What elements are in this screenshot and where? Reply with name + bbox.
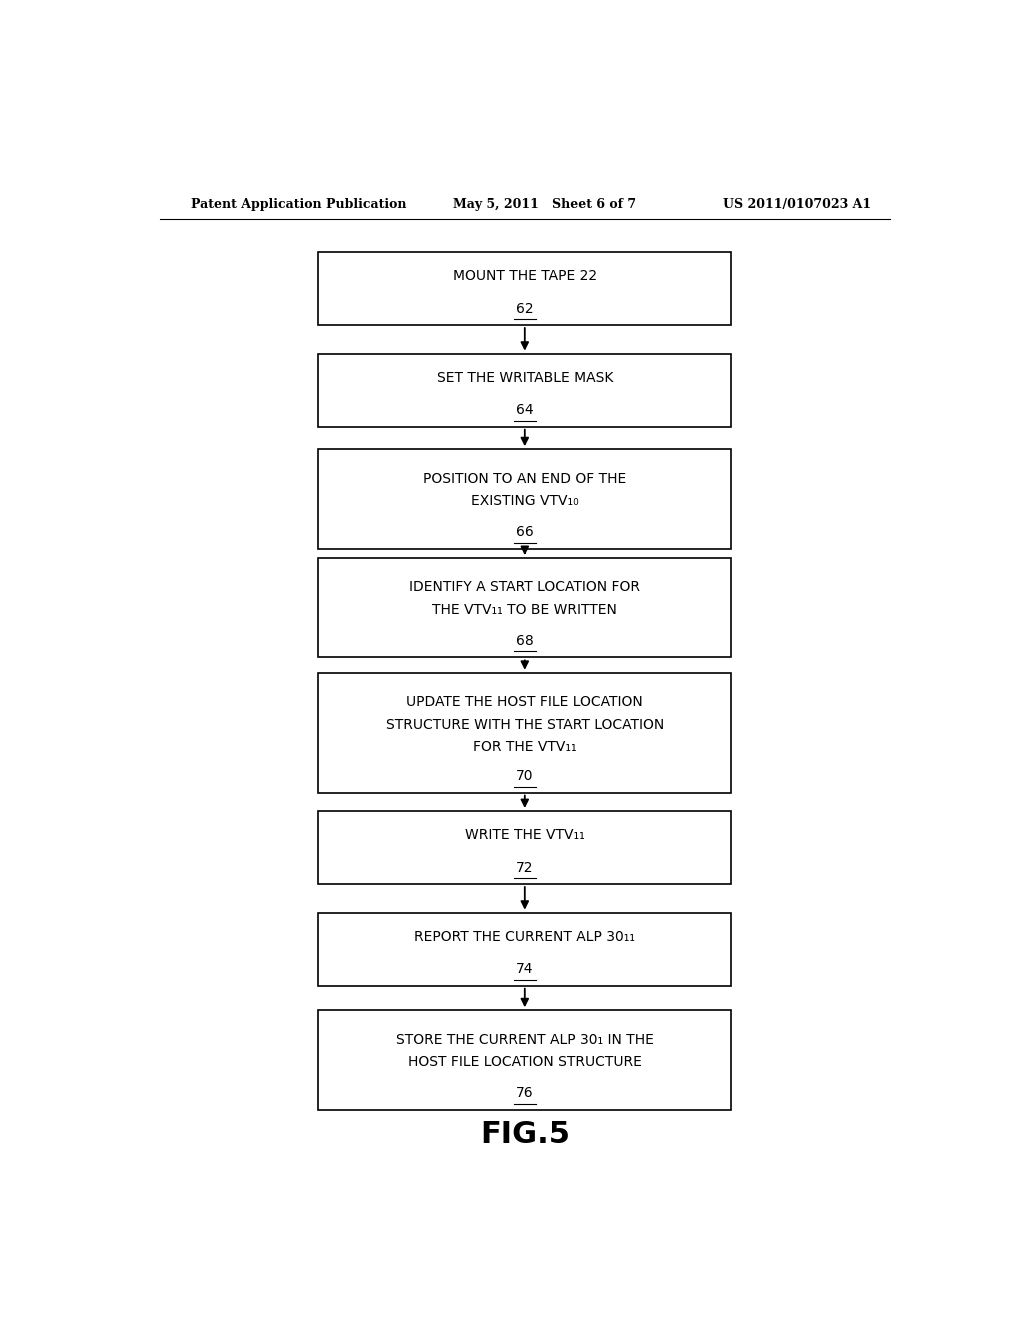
Text: May 5, 2011   Sheet 6 of 7: May 5, 2011 Sheet 6 of 7 — [454, 198, 637, 211]
FancyBboxPatch shape — [318, 673, 731, 792]
FancyBboxPatch shape — [318, 912, 731, 986]
Text: WRITE THE VTV₁₁: WRITE THE VTV₁₁ — [465, 829, 585, 842]
Text: EXISTING VTV₁₀: EXISTING VTV₁₀ — [471, 494, 579, 508]
Text: 74: 74 — [516, 962, 534, 977]
Text: 64: 64 — [516, 404, 534, 417]
Text: Patent Application Publication: Patent Application Publication — [191, 198, 407, 211]
Text: MOUNT THE TAPE 22: MOUNT THE TAPE 22 — [453, 269, 597, 284]
Text: STRUCTURE WITH THE START LOCATION: STRUCTURE WITH THE START LOCATION — [386, 718, 664, 731]
Text: US 2011/0107023 A1: US 2011/0107023 A1 — [723, 198, 871, 211]
FancyBboxPatch shape — [318, 252, 731, 325]
Text: POSITION TO AN END OF THE: POSITION TO AN END OF THE — [423, 471, 627, 486]
Text: 62: 62 — [516, 302, 534, 315]
Text: IDENTIFY A START LOCATION FOR: IDENTIFY A START LOCATION FOR — [410, 581, 640, 594]
Text: SET THE WRITABLE MASK: SET THE WRITABLE MASK — [436, 371, 613, 385]
Text: UPDATE THE HOST FILE LOCATION: UPDATE THE HOST FILE LOCATION — [407, 696, 643, 709]
Text: 70: 70 — [516, 770, 534, 783]
Text: HOST FILE LOCATION STRUCTURE: HOST FILE LOCATION STRUCTURE — [408, 1055, 642, 1069]
FancyBboxPatch shape — [318, 1010, 731, 1110]
Text: FIG.5: FIG.5 — [480, 1119, 569, 1148]
FancyBboxPatch shape — [318, 558, 731, 657]
Text: FOR THE VTV₁₁: FOR THE VTV₁₁ — [473, 741, 577, 754]
Text: 76: 76 — [516, 1086, 534, 1101]
Text: 72: 72 — [516, 861, 534, 875]
Text: REPORT THE CURRENT ALP 30₁₁: REPORT THE CURRENT ALP 30₁₁ — [415, 931, 635, 944]
Text: THE VTV₁₁ TO BE WRITTEN: THE VTV₁₁ TO BE WRITTEN — [432, 603, 617, 616]
FancyBboxPatch shape — [318, 449, 731, 549]
FancyBboxPatch shape — [318, 354, 731, 426]
Text: 68: 68 — [516, 634, 534, 648]
FancyBboxPatch shape — [318, 810, 731, 884]
Text: STORE THE CURRENT ALP 30₁ IN THE: STORE THE CURRENT ALP 30₁ IN THE — [396, 1032, 653, 1047]
Text: 66: 66 — [516, 525, 534, 540]
